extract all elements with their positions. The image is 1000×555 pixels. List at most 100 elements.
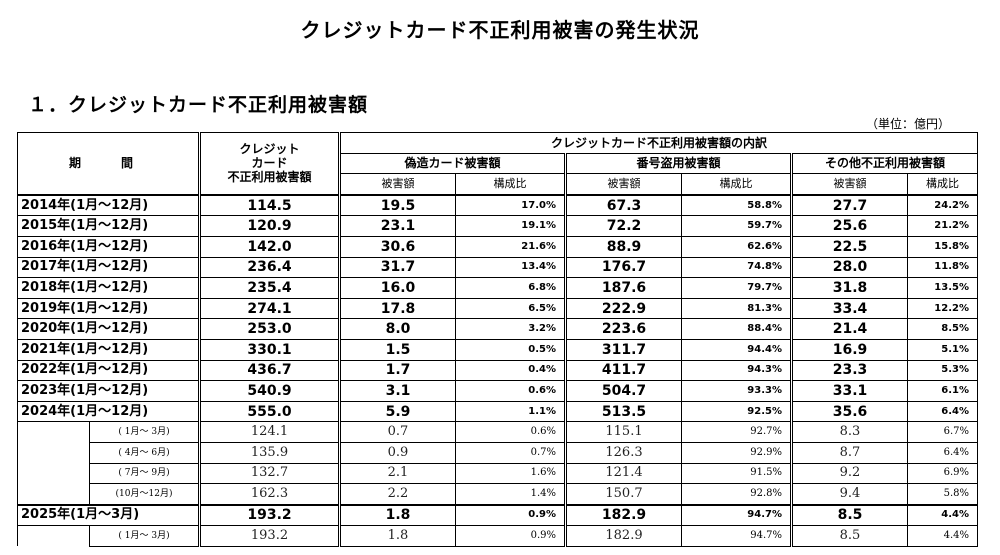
forgery-damage-cell: 5.9 <box>339 400 456 423</box>
forgery-damage-cell: 16.0 <box>339 277 456 299</box>
total-cell: 274.1 <box>199 297 341 320</box>
other-damage-cell: 35.6 <box>791 400 908 423</box>
other-ratio-cell: 5.3% <box>907 359 978 382</box>
quarter-row: ( 1月～ 3月) 124.1 0.7 0.6% 115.1 92.7% 8.3 6.7% <box>17 421 978 443</box>
period-cell: 2018年(1月～12月) <box>17 277 201 299</box>
quarter-forgery-damage-cell: 0.7 <box>339 421 456 443</box>
table-row: 2017年(1月～12月) 236.4 31.7 13.4% 176.7 74.8% 28.… <box>17 256 978 279</box>
quarter-other-damage-cell: 9.4 <box>791 483 908 506</box>
total-header-line3: 不正利用被害額 <box>227 170 312 185</box>
theft-ratio-header: 構成比 <box>681 173 793 196</box>
forgery-ratio-cell: 19.1% <box>455 215 567 237</box>
period-cell: 2017年(1月～12月) <box>17 256 201 279</box>
theft-ratio-cell: 74.8% <box>681 256 793 279</box>
quarter-forgery-ratio-cell: 0.7% <box>455 441 567 464</box>
quarter-indent-cell <box>17 483 90 505</box>
quarter-total-cell: 162.3 <box>199 483 341 506</box>
other-ratio-cell: 11.8% <box>907 256 978 279</box>
period-cell: 2024年(1月～12月) <box>17 400 201 423</box>
table-row: 2021年(1月～12月) 330.1 1.5 0.5% 311.7 94.4% 16.9 5… <box>17 338 978 361</box>
quarter-period-cell: (10月～12月) <box>89 483 201 506</box>
forgery-damage-cell: 1.8 <box>339 503 456 527</box>
other-ratio-cell: 6.4% <box>907 400 978 423</box>
theft-damage-cell: 67.3 <box>565 193 682 217</box>
quarter-forgery-ratio-cell: 0.6% <box>455 421 567 443</box>
section-heading: １．クレジットカード不正利用被害額 <box>28 94 369 116</box>
other-ratio-cell: 12.2% <box>907 297 978 320</box>
other-damage-cell: 23.3 <box>791 359 908 382</box>
table-row: 2018年(1月～12月) 235.4 16.0 6.8% 187.6 79.7% 31.8… <box>17 277 978 299</box>
forgery-ratio-cell: 21.6% <box>455 235 567 258</box>
total-cell: 540.9 <box>199 380 341 402</box>
table-row: 2020年(1月～12月) 253.0 8.0 3.2% 223.6 88.4% 21.4 8… <box>17 318 978 340</box>
quarter-period-cell: ( 1月～ 3月) <box>89 421 201 443</box>
other-ratio-cell: 24.2% <box>907 193 978 217</box>
period-cell: 2021年(1月～12月) <box>17 338 201 361</box>
total-header-line1: クレジット <box>239 142 300 157</box>
quarter-row: ( 4月～ 6月) 135.9 0.9 0.7% 126.3 92.9% 8.7 6.4% <box>17 441 978 464</box>
other-damage-header: 被害額 <box>791 173 908 196</box>
other-ratio-cell: 5.1% <box>907 338 978 361</box>
forgery-ratio-cell: 0.9% <box>455 503 567 527</box>
quarter-other-ratio-cell: 6.7% <box>907 421 978 443</box>
theft-damage-cell: 311.7 <box>565 338 682 361</box>
quarter-indent-cell <box>17 525 90 547</box>
other-ratio-cell: 13.5% <box>907 277 978 299</box>
number-theft-header: 番号盗用被害額 <box>565 152 793 175</box>
quarter-theft-damage-cell: 182.9 <box>565 525 682 547</box>
quarter-total-cell: 124.1 <box>199 421 341 443</box>
forgery-damage-cell: 19.5 <box>339 193 456 217</box>
quarter-theft-ratio-cell: 92.9% <box>681 441 793 464</box>
theft-damage-cell: 72.2 <box>565 215 682 237</box>
period-cell: 2019年(1月～12月) <box>17 297 201 320</box>
fraud-damage-table: 期 間 クレジット カード 不正利用被害額 クレジットカード不正利用被害額の内訳… <box>17 131 978 547</box>
total-cell: 142.0 <box>199 235 341 258</box>
forgery-ratio-cell: 0.5% <box>455 338 567 361</box>
forgery-ratio-cell: 17.0% <box>455 193 567 217</box>
total-cell: 114.5 <box>199 193 341 217</box>
period-cell: 2023年(1月～12月) <box>17 380 201 402</box>
quarter-theft-damage-cell: 150.7 <box>565 483 682 506</box>
quarter-forgery-damage-cell: 2.1 <box>339 462 456 485</box>
theft-ratio-cell: 62.6% <box>681 235 793 258</box>
total-cell: 436.7 <box>199 359 341 382</box>
period-cell: 2025年(1月～3月) <box>17 503 201 527</box>
quarter-total-cell: 132.7 <box>199 462 341 485</box>
quarter-period-cell: ( 7月～ 9月) <box>89 462 201 485</box>
theft-damage-cell: 176.7 <box>565 256 682 279</box>
total-cell: 253.0 <box>199 318 341 340</box>
quarter-forgery-damage-cell: 0.9 <box>339 441 456 464</box>
period-cell: 2022年(1月～12月) <box>17 359 201 382</box>
quarter-indent-cell <box>17 442 90 463</box>
other-ratio-cell: 6.1% <box>907 380 978 402</box>
table-row: 2015年(1月～12月) 120.9 23.1 19.1% 72.2 59.7% 25.6… <box>17 215 978 237</box>
quarter-other-ratio-cell: 4.4% <box>907 525 978 547</box>
forgery-ratio-cell: 6.5% <box>455 297 567 320</box>
other-ratio-cell: 8.5% <box>907 318 978 340</box>
quarter-row: (10月～12月) 162.3 2.2 1.4% 150.7 92.8% 9.4 5.8% <box>17 483 978 506</box>
breakdown-header: クレジットカード不正利用被害額の内訳 <box>339 132 978 154</box>
quarter-other-damage-cell: 9.2 <box>791 462 908 485</box>
forgery-damage-cell: 31.7 <box>339 256 456 279</box>
quarter-theft-ratio-cell: 92.7% <box>681 421 793 443</box>
other-damage-cell: 27.7 <box>791 193 908 217</box>
theft-damage-header: 被害額 <box>565 173 682 196</box>
theft-ratio-cell: 58.8% <box>681 193 793 217</box>
quarter-forgery-ratio-cell: 1.4% <box>455 483 567 506</box>
forgery-ratio-cell: 0.4% <box>455 359 567 382</box>
other-damage-cell: 33.1 <box>791 380 908 402</box>
period-cell: 2016年(1月～12月) <box>17 235 201 258</box>
quarter-theft-damage-cell: 121.4 <box>565 462 682 485</box>
theft-damage-cell: 223.6 <box>565 318 682 340</box>
forgery-damage-cell: 30.6 <box>339 235 456 258</box>
quarter-other-ratio-cell: 6.9% <box>907 462 978 485</box>
forgery-damage-cell: 8.0 <box>339 318 456 340</box>
other-header: その他不正利用被害額 <box>791 152 978 175</box>
quarter-theft-ratio-cell: 92.8% <box>681 483 793 506</box>
forgery-ratio-cell: 6.8% <box>455 277 567 299</box>
other-ratio-cell: 15.8% <box>907 235 978 258</box>
quarter-forgery-damage-cell: 1.8 <box>339 525 456 547</box>
forgery-ratio-cell: 0.6% <box>455 380 567 402</box>
total-cell: 236.4 <box>199 256 341 279</box>
theft-damage-cell: 504.7 <box>565 380 682 402</box>
